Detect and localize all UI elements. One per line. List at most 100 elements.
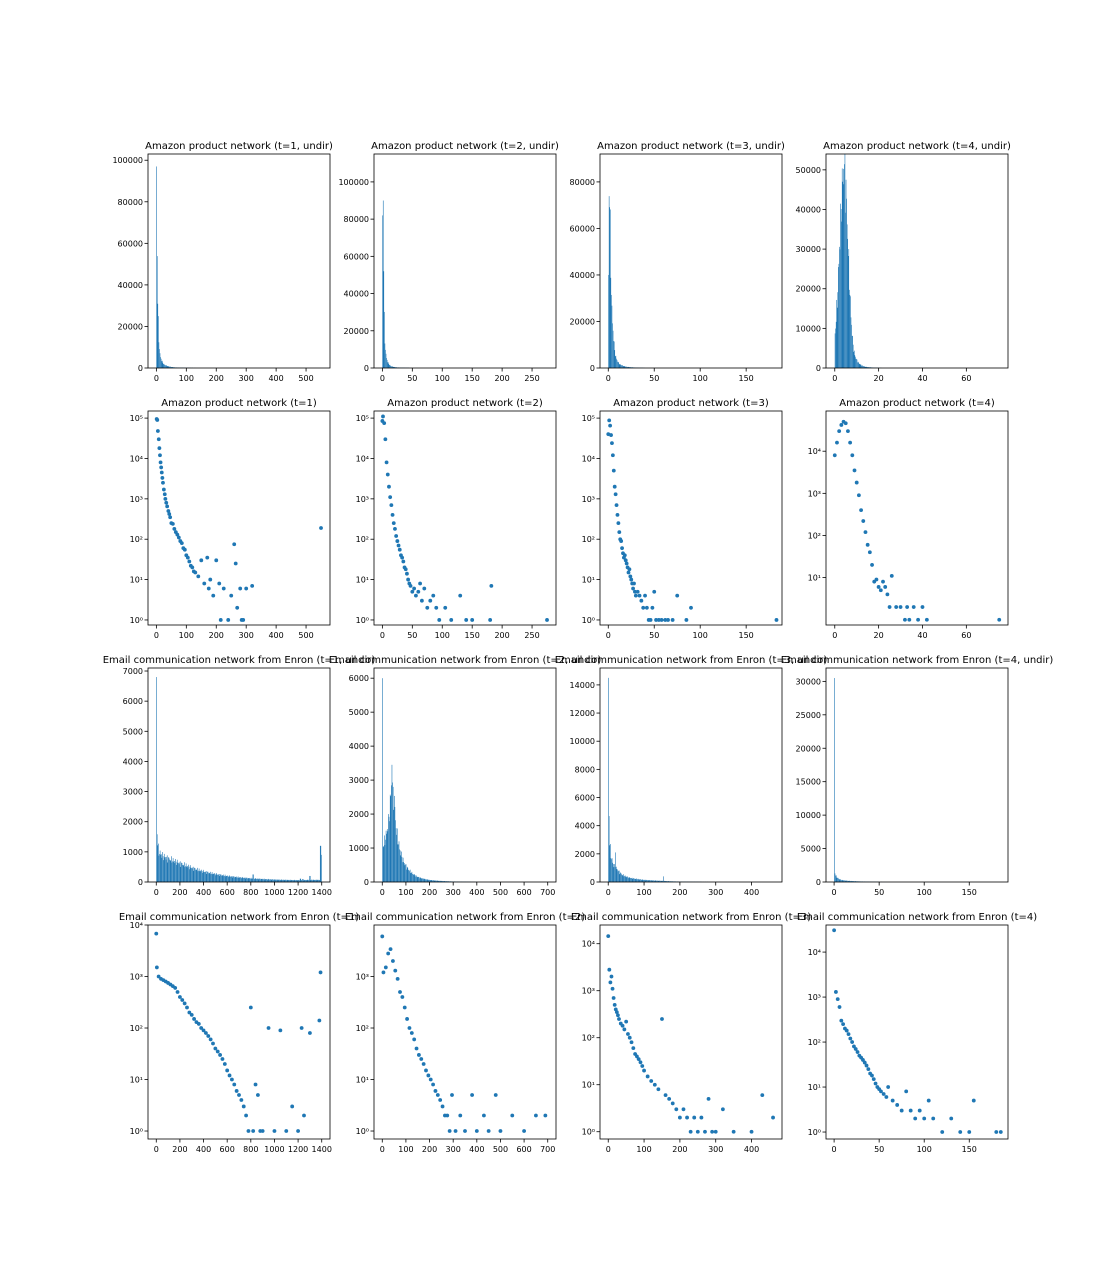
histogram-bar xyxy=(230,876,232,882)
scatter-point xyxy=(534,1113,538,1118)
axes-frame xyxy=(373,667,557,883)
y-tick-label: 10¹ xyxy=(582,1081,595,1090)
y-tick-label: 5000 xyxy=(349,708,369,717)
histogram-bar xyxy=(246,877,247,882)
histogram-bar xyxy=(856,359,858,368)
histogram-bar xyxy=(835,875,837,882)
scatter-point xyxy=(958,1130,963,1134)
scatter-point xyxy=(165,504,170,509)
histogram-bar xyxy=(185,866,186,882)
scatter-point xyxy=(260,1129,265,1133)
histogram-bar xyxy=(403,863,405,882)
chart-title: Amazon product network (t=1, undir) xyxy=(145,141,333,152)
histogram-bar xyxy=(623,366,625,368)
scatter-point xyxy=(635,589,640,594)
y-tick-label: 80000 xyxy=(570,178,595,187)
scatter-point xyxy=(612,484,617,489)
histogram-bar xyxy=(383,846,385,882)
scatter-point xyxy=(395,539,400,543)
histogram-bar xyxy=(851,324,852,368)
axes-frame xyxy=(599,153,783,369)
histogram-bar xyxy=(402,857,404,882)
histogram-bar xyxy=(397,844,399,882)
histogram-bar xyxy=(411,871,413,882)
scatter-point xyxy=(425,605,430,610)
scatter-point xyxy=(424,1068,428,1073)
scatter-point xyxy=(834,990,838,994)
y-tick-label: 4000 xyxy=(123,757,143,766)
scatter-point xyxy=(406,577,411,582)
histogram-bar xyxy=(638,879,639,882)
scatter-point xyxy=(318,970,323,975)
histogram-bar xyxy=(628,878,629,882)
scatter-point xyxy=(241,618,246,622)
scatter-point xyxy=(644,605,649,610)
scatter-point xyxy=(622,553,627,558)
histogram-bar xyxy=(293,880,294,882)
histogram-bar xyxy=(422,878,424,882)
scatter-point xyxy=(440,1104,445,1109)
histogram-bar xyxy=(159,850,161,882)
scatter-point xyxy=(154,931,159,936)
scatter-point xyxy=(178,995,182,999)
histogram-bar xyxy=(189,865,191,882)
histogram-bar xyxy=(845,880,847,882)
x-tick-label: 400 xyxy=(469,1145,484,1154)
histogram-bar xyxy=(619,874,621,882)
axes-frame xyxy=(147,924,331,1140)
y-tick-label: 10⁴ xyxy=(582,940,595,949)
histogram-bar xyxy=(421,878,423,882)
scatter-point xyxy=(905,605,910,609)
histogram-bar xyxy=(249,878,251,882)
histogram-bar xyxy=(283,879,284,882)
histogram-bar xyxy=(194,867,196,882)
histogram-bar xyxy=(398,841,400,882)
chart-title: Amazon product network (t=4, undir) xyxy=(823,141,1011,152)
histogram-bar xyxy=(385,353,387,368)
histogram-bar xyxy=(610,277,612,368)
scatter-point xyxy=(631,1046,636,1051)
histogram-bar xyxy=(839,249,841,368)
scatter-point xyxy=(417,1053,421,1057)
histogram-bar xyxy=(612,862,613,882)
y-tick-label: 10⁰ xyxy=(130,1127,143,1136)
y-tick-label: 10¹ xyxy=(808,574,821,583)
histogram-bar xyxy=(841,168,843,368)
scatter-point xyxy=(924,617,929,622)
scatter-point xyxy=(628,574,633,579)
histogram-bar xyxy=(178,864,180,882)
histogram-bar xyxy=(156,677,157,882)
histogram-bar xyxy=(202,872,203,882)
histogram-bar xyxy=(401,856,403,882)
histogram-bar xyxy=(852,344,854,368)
histogram-bar xyxy=(226,876,228,882)
scatter-point xyxy=(677,1115,682,1120)
y-tick-label: 10000 xyxy=(570,737,595,746)
histogram-bar xyxy=(436,880,437,882)
histogram-bar xyxy=(859,364,861,368)
histogram-bar xyxy=(625,876,626,882)
histogram-bar xyxy=(241,878,242,882)
plot-marks xyxy=(606,418,779,622)
histogram-bar xyxy=(288,880,290,882)
x-tick-label: 400 xyxy=(268,374,283,383)
histogram-bar xyxy=(236,877,238,882)
histogram-bar xyxy=(254,879,255,882)
histogram-bar xyxy=(611,294,612,368)
x-tick-label: 600 xyxy=(220,1145,235,1154)
histogram-bar xyxy=(420,877,422,882)
y-tick-label: 0 xyxy=(138,878,143,887)
x-tick-label: 150 xyxy=(739,631,754,640)
histogram-bar xyxy=(273,879,275,882)
scatter-point xyxy=(208,1037,213,1042)
histogram-bar xyxy=(172,861,173,882)
x-tick-label: 100 xyxy=(435,374,450,383)
histogram-bar xyxy=(384,343,386,368)
x-tick-label: 200 xyxy=(672,888,687,897)
y-tick-label: 0 xyxy=(138,364,143,373)
x-tick-label: 0 xyxy=(606,1145,611,1154)
scatter-point xyxy=(881,579,885,584)
histogram-bar xyxy=(198,868,200,882)
scatter-point xyxy=(450,1093,454,1097)
histogram-bar xyxy=(312,879,314,882)
